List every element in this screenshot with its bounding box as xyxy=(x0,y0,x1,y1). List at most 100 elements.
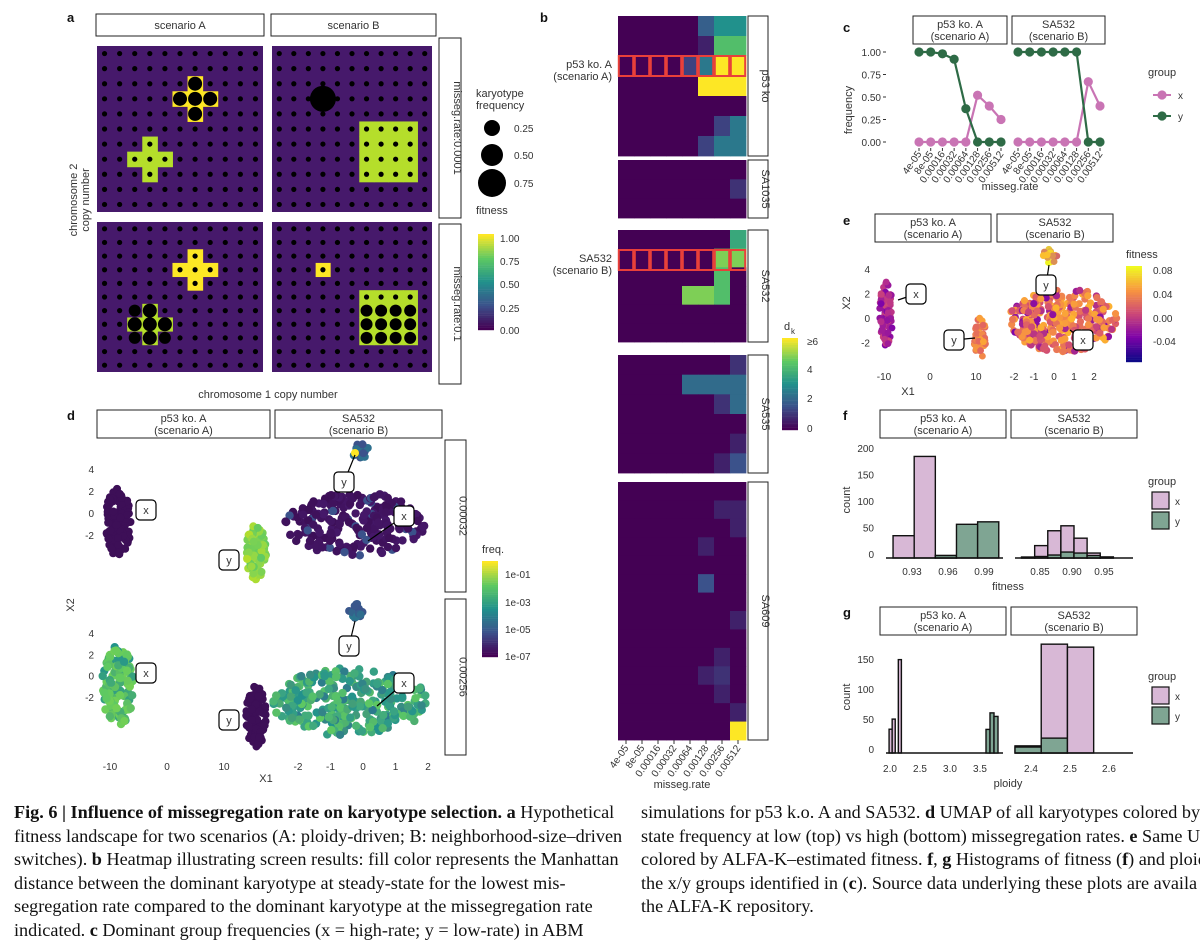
panel-a-karyotype-dot xyxy=(147,186,153,192)
panel-b-heat-cell xyxy=(650,136,667,157)
panel-d-point xyxy=(359,449,368,458)
panel-a-karyotype-dot xyxy=(320,267,326,273)
panel-b-heat-cell xyxy=(666,286,683,306)
panel-b-heat-cell xyxy=(698,482,715,501)
panel-a-karyotype-dot xyxy=(132,171,138,177)
panel-b-heat-cell xyxy=(714,537,731,557)
panel-a-karyotype-dot xyxy=(363,186,370,192)
panel-d-point xyxy=(304,711,313,720)
panel-b-heat-cell xyxy=(618,394,635,415)
panel-b-heat-cell xyxy=(650,267,667,287)
panel-a-karyotype-dot xyxy=(276,156,282,162)
panel-d-point xyxy=(374,530,383,540)
panel-a-strip-scenario-b: scenario B xyxy=(328,20,380,32)
panel-a-karyotype-dot xyxy=(237,50,243,57)
panel-b-heat-cell xyxy=(682,537,699,557)
panel-f-strip: p53 ko. A xyxy=(920,413,967,425)
panel-b-heat-cell xyxy=(682,56,699,77)
panel-b-heat-cell xyxy=(650,76,667,97)
panel-a-karyotype-dot xyxy=(207,321,213,327)
panel-b-heat-cell xyxy=(618,611,635,630)
panel-a-karyotype-dot xyxy=(291,362,297,368)
panel-b-heat-cell xyxy=(698,666,715,686)
panel-d-annotation-x: x xyxy=(143,505,149,517)
panel-b-heat-cell xyxy=(682,629,699,649)
panel-b-heat-cell xyxy=(714,36,731,57)
panel-b-heat-cell xyxy=(682,179,699,200)
panel-b-heat-cell xyxy=(730,96,747,117)
panel-d-xtick-label: 0 xyxy=(164,762,170,773)
panel-a-karyotype-dot xyxy=(305,294,311,300)
panel-a-karyotype-dot xyxy=(422,50,428,57)
panel-e-annotation-x: x xyxy=(913,289,919,301)
panel-a-karyotype-dot xyxy=(207,186,213,192)
panel-a-karyotype-dot xyxy=(291,239,297,246)
panel-a-fitness-colorbar xyxy=(478,274,494,278)
panel-b-heat-cell xyxy=(698,555,715,575)
panel-d-annotation-y: y xyxy=(226,715,232,727)
panel-a-karyotype-dot xyxy=(291,50,297,57)
panel-b-heat-cell xyxy=(714,76,731,97)
panel-a-karyotype-dot xyxy=(422,239,428,246)
panel-d-point xyxy=(319,510,328,519)
panel-e-colorbar xyxy=(1126,340,1142,343)
panel-d-point xyxy=(272,708,281,717)
panel-a-karyotype-dot xyxy=(378,66,384,72)
panel-a-karyotype-dot xyxy=(291,308,297,314)
panel-a-karyotype-dot xyxy=(291,267,297,273)
panel-a-karyotype-dot xyxy=(127,317,142,332)
panel-a-karyotype-dot xyxy=(222,156,228,162)
panel-a-karyotype-dot xyxy=(334,66,341,72)
panel-b-row-label: (scenario B) xyxy=(553,265,612,277)
panel-a-karyotype-dot xyxy=(237,156,243,162)
panel-a-karyotype-dot xyxy=(393,66,399,72)
panel-a-karyotype-dot xyxy=(349,96,355,102)
panel-e-legend-label: 0.08 xyxy=(1153,266,1173,277)
panel-d-point xyxy=(122,650,131,660)
panel-a-karyotype-dot xyxy=(147,226,153,232)
panel-d-point xyxy=(374,518,383,527)
panel-a-fitness-colorbar xyxy=(478,270,494,273)
panel-e-point xyxy=(1037,323,1045,332)
panel-e-xtick-label: 10 xyxy=(970,372,982,383)
panel-d-colorbar xyxy=(482,563,498,566)
panel-b-colorbar xyxy=(782,344,798,348)
panel-b-highlight-cell xyxy=(713,55,731,77)
panel-b-heat-cell xyxy=(714,198,731,219)
panel-e-point xyxy=(888,324,896,332)
panel-c-legend-title: group xyxy=(1148,67,1176,79)
panel-c-series-y-point xyxy=(1013,47,1023,57)
panel-a-size-legend-label: 0.75 xyxy=(514,179,534,190)
panel-e-point xyxy=(1111,310,1120,318)
panel-c-series-x-point xyxy=(937,137,948,147)
panel-g-xtick-label: 2.0 xyxy=(883,764,897,775)
panel-b-heat-cell xyxy=(714,414,731,435)
panel-e-point xyxy=(979,338,987,346)
panel-a-karyotype-dot xyxy=(147,362,153,368)
panel-a-karyotype-dot xyxy=(252,226,259,232)
panel-a-karyotype-dot xyxy=(237,348,243,355)
panel-g-xtick-label: 3.0 xyxy=(943,764,957,775)
panel-e-point xyxy=(1042,294,1050,302)
panel-a-karyotype-dot xyxy=(132,253,138,259)
panel-d-point xyxy=(104,534,113,543)
panel-a-karyotype-dot xyxy=(378,156,384,162)
panel-a-karyotype-dot xyxy=(378,226,384,232)
panel-b-heat-cell xyxy=(730,453,747,474)
panel-a-karyotype-dot xyxy=(334,267,341,273)
panel-d-point xyxy=(115,489,124,498)
panel-a-karyotype-dot xyxy=(117,186,123,192)
panel-d-colorbar xyxy=(482,630,498,634)
panel-a-karyotype-dot xyxy=(422,280,428,286)
panel-a-karyotype-dot xyxy=(276,50,282,57)
panel-a-karyotype-dot xyxy=(422,226,428,232)
panel-a-karyotype-dot xyxy=(276,186,282,192)
panel-f-xtick-label: 0.96 xyxy=(938,567,958,578)
panel-b-heat-cell xyxy=(618,647,635,667)
panel-d-point xyxy=(257,553,266,562)
panel-b-heat-cell xyxy=(634,647,651,667)
panel-g-xtick-label: 2.5 xyxy=(913,764,927,775)
panel-b-heat-cell xyxy=(730,304,747,324)
panel-b-heat-cell xyxy=(634,267,651,287)
panel-a-fitness-colorbar xyxy=(478,253,494,256)
